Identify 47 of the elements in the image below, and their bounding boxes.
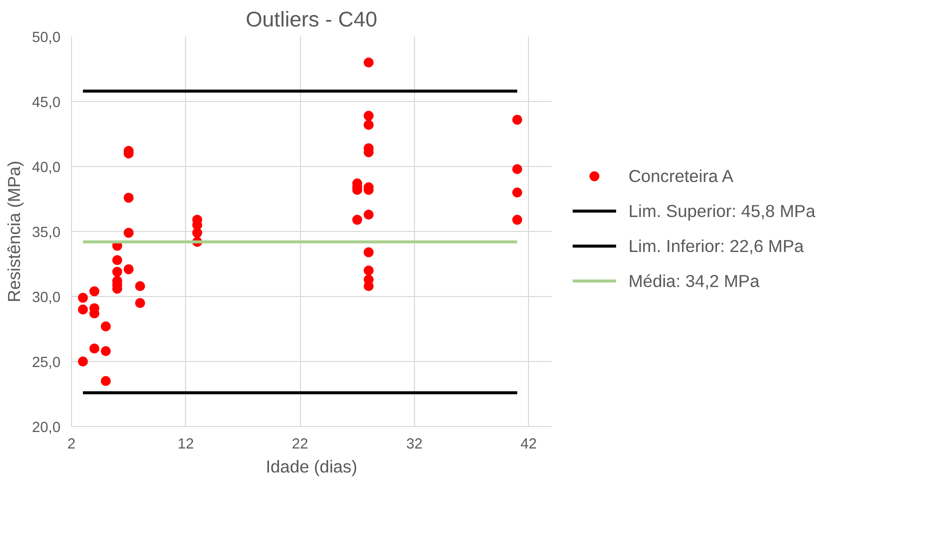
point bbox=[89, 344, 100, 354]
y-tick-label: 20,0 bbox=[32, 420, 61, 436]
point bbox=[364, 110, 374, 121]
point bbox=[112, 266, 122, 277]
x-tick-label: 32 bbox=[406, 436, 423, 452]
point bbox=[512, 214, 522, 225]
point bbox=[124, 192, 134, 203]
point bbox=[512, 114, 522, 125]
x-tick-label: 12 bbox=[178, 436, 194, 452]
y-tick-label: 35,0 bbox=[32, 225, 61, 241]
point bbox=[135, 298, 146, 308]
point bbox=[100, 346, 111, 356]
x-tick-label: 42 bbox=[520, 436, 537, 452]
point bbox=[135, 281, 146, 292]
x-tick-label: 22 bbox=[292, 436, 308, 452]
point bbox=[364, 266, 374, 276]
y-tick-label: 45,0 bbox=[32, 95, 61, 111]
x-axis-title: Idade (dias) bbox=[266, 456, 358, 476]
legend-label: Lim. Inferior: 22,6 MPa bbox=[628, 236, 804, 256]
point bbox=[364, 210, 374, 220]
y-tick-label: 30,0 bbox=[32, 290, 61, 306]
legend-label: Média: 34,2 MPa bbox=[628, 271, 760, 292]
y-tick-label: 25,0 bbox=[32, 355, 61, 371]
point bbox=[78, 304, 88, 314]
point bbox=[100, 376, 111, 386]
point bbox=[352, 214, 362, 225]
point bbox=[78, 356, 88, 366]
x-tick-label: 2 bbox=[67, 436, 76, 452]
point bbox=[364, 58, 374, 68]
point bbox=[89, 286, 100, 296]
point bbox=[78, 292, 88, 303]
y-tick-label: 50,0 bbox=[32, 30, 61, 46]
point bbox=[192, 228, 202, 238]
point bbox=[124, 228, 134, 238]
chart-title: Outliers - C40 bbox=[246, 8, 378, 32]
legend-label: Concreteira A bbox=[628, 166, 734, 186]
y-axis-title: Resistência (MPa) bbox=[4, 160, 24, 302]
point bbox=[512, 164, 522, 174]
point bbox=[512, 188, 522, 198]
point bbox=[364, 281, 374, 292]
point bbox=[364, 120, 374, 130]
legend-label: Lim. Superior: 45,8 MPa bbox=[628, 201, 816, 222]
point bbox=[112, 255, 122, 266]
point bbox=[364, 247, 374, 258]
point bbox=[124, 264, 134, 274]
point bbox=[100, 321, 111, 332]
y-tick-label: 40,0 bbox=[32, 160, 61, 176]
